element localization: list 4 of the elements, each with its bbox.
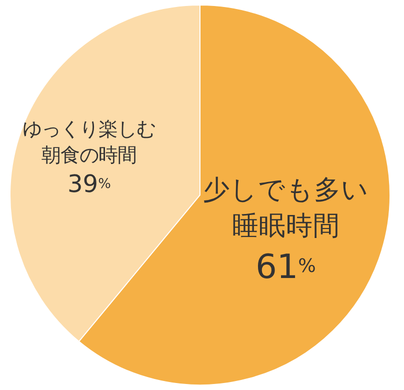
slice-label: 少しでも多い睡眠時間: [202, 174, 369, 242]
data-label: 61%: [256, 246, 316, 286]
data-label: 39%: [67, 170, 112, 198]
slice-label: ゆっくり楽しむ朝食の時間: [22, 118, 156, 167]
